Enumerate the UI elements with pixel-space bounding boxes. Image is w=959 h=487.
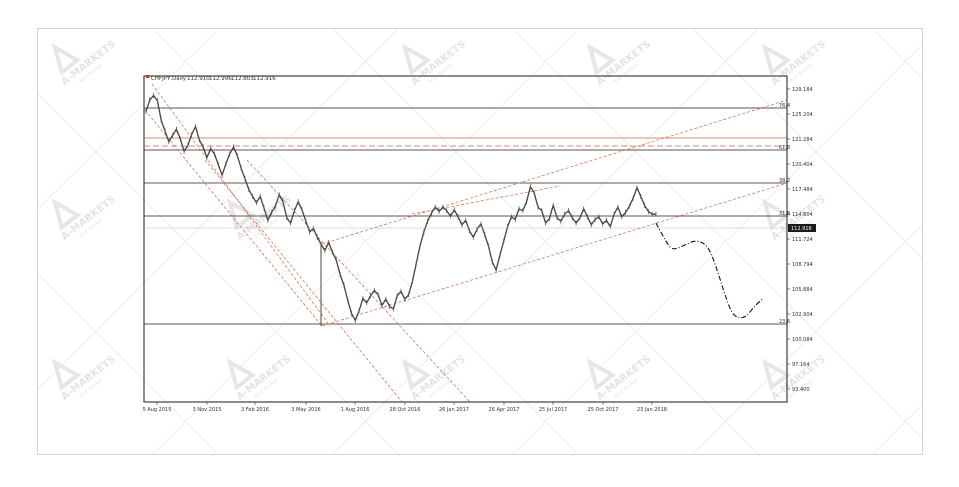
current-price-label: 112.916 (791, 226, 812, 232)
ohlc-close: 112.916 (253, 76, 276, 82)
current-price-tag (788, 224, 816, 232)
x-tick-label: 25 Oct 2017 (588, 407, 619, 413)
x-tick-label: 3 Nov 2015 (193, 407, 222, 413)
y-tick-label: 120.404 (792, 162, 813, 168)
fib-level-label: 23.6 (779, 319, 790, 325)
fib-level-label: 31.8 (779, 211, 790, 217)
x-tick-label: 1 Aug 2016 (341, 407, 370, 413)
x-tick-label: 3 May 2016 (291, 407, 320, 413)
ohlc-low: 112.803 (231, 76, 254, 82)
down-channel-upper (151, 83, 331, 327)
projection-line (655, 222, 763, 319)
down-channel-lower (144, 109, 323, 327)
fib-level-label: 76.4 (779, 103, 790, 109)
ohlc-high: 112.996 (209, 76, 232, 82)
y-tick-label: 100.084 (792, 337, 813, 343)
x-tick-label: 26 Jan 2017 (439, 407, 469, 413)
y-tick-label: 97.164 (792, 362, 810, 368)
y-tick-label: 108.794 (792, 262, 813, 268)
down-channel-ext-b (204, 159, 403, 403)
y-tick-label: 105.884 (792, 287, 813, 293)
y-tick-label: 121.284 (792, 137, 813, 143)
y-tick-label: 93.400 (792, 387, 810, 393)
y-tick-label: 114.604 (792, 212, 813, 218)
x-tick-label: 25 Jul 2017 (539, 407, 567, 413)
fib-level-label: 38.2 (779, 178, 790, 184)
x-tick-label: 3 Feb 2016 (241, 407, 269, 413)
header-marker-icon (146, 75, 149, 78)
plot-area (143, 75, 788, 403)
y-tick-label: 102.904 (792, 312, 813, 318)
x-tick-label: 26 Apr 2017 (489, 407, 520, 413)
up-channel-lower (321, 182, 788, 327)
ohlc-open: 112.910 (187, 76, 210, 82)
x-tick-label: 5 Aug 2015 (143, 407, 172, 413)
price-line (145, 94, 656, 322)
y-tick-label: 117.484 (792, 187, 813, 193)
x-tick-label: 23 Jan 2018 (637, 407, 667, 413)
y-tick-label: 111.724 (792, 237, 813, 243)
fib-level-label: 61.8 (779, 145, 790, 151)
y-tick-label: 129.184 (792, 87, 813, 93)
y-tick-label: 125.204 (792, 112, 813, 118)
x-tick-label: 28 Oct 2016 (390, 407, 421, 413)
chart-symbol: CHFJPY,Daily (151, 76, 187, 82)
up-channel-upper (321, 99, 788, 245)
